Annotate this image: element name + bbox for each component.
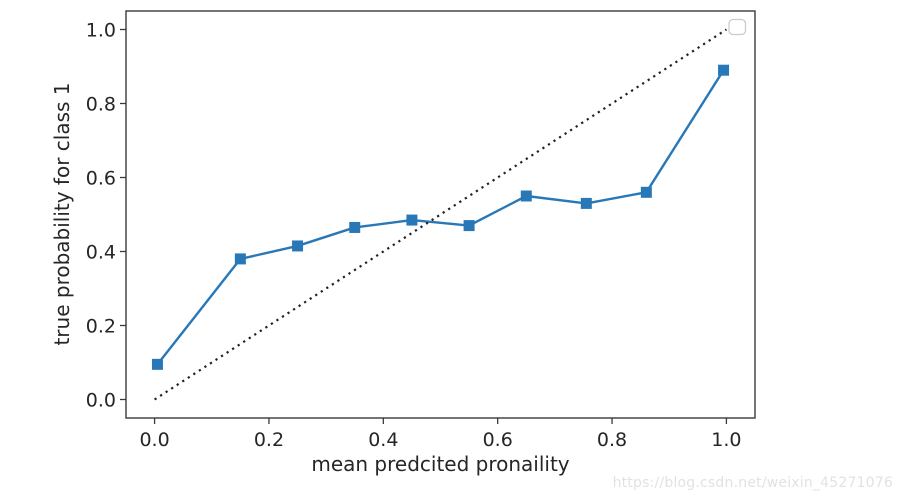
x-tick-label: 0.8 xyxy=(597,429,627,451)
data-point-marker xyxy=(234,253,246,265)
axes-frame xyxy=(125,10,756,419)
x-tick-label: 0.4 xyxy=(368,429,398,451)
y-tick-label: 0.6 xyxy=(86,168,116,190)
data-point-marker xyxy=(349,221,361,233)
y-tick-label: 0.2 xyxy=(86,316,116,338)
y-tick-label: 0.0 xyxy=(86,390,116,412)
x-tick-label: 0.2 xyxy=(254,429,284,451)
y-axis-label: true probability for class 1 xyxy=(50,82,74,346)
watermark-url: https://blog.csdn.net/weixin_45271076 xyxy=(612,475,893,491)
x-tick-label: 0.6 xyxy=(483,429,513,451)
x-tick-label: 1.0 xyxy=(711,429,741,451)
data-point-marker xyxy=(580,197,592,209)
y-tick-label: 0.4 xyxy=(86,242,116,264)
x-tick-label: 0.0 xyxy=(139,429,169,451)
data-point-marker xyxy=(463,220,475,232)
data-point-marker xyxy=(151,358,163,370)
y-tick-label: 0.8 xyxy=(86,94,116,116)
data-point-marker xyxy=(520,190,532,202)
data-point-marker xyxy=(718,64,730,76)
legend-box xyxy=(728,18,747,36)
x-axis-label: mean predcited pronaility xyxy=(311,452,570,476)
calibration-curve-line xyxy=(156,69,725,366)
y-tick-label: 1.0 xyxy=(86,20,116,42)
reference-diagonal-line xyxy=(153,28,728,401)
data-point-marker xyxy=(406,214,418,226)
data-point-marker xyxy=(292,240,304,252)
data-point-marker xyxy=(640,186,652,198)
